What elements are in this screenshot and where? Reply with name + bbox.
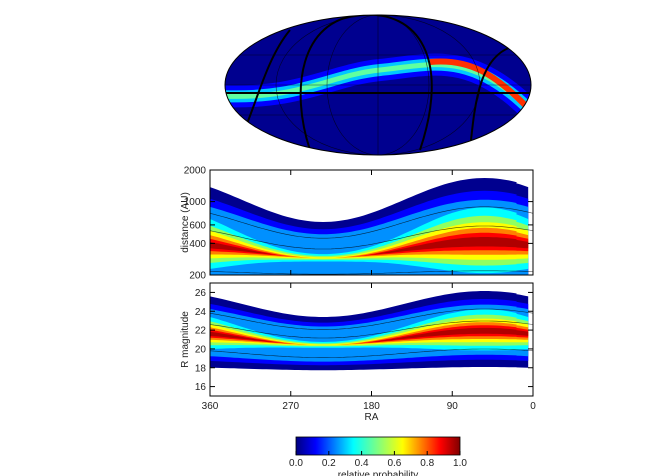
colorbar xyxy=(295,436,461,456)
y-tick-label: 400 xyxy=(189,239,206,250)
y-tick-label: 22 xyxy=(195,326,207,337)
y-tick-label: 1000 xyxy=(184,197,207,208)
density-band xyxy=(210,178,533,275)
x-tick-label: 180 xyxy=(363,401,380,412)
colorbar-tick-label: 0.8 xyxy=(420,458,434,469)
x-tick-label: 0 xyxy=(530,401,536,412)
y-tick-label: 18 xyxy=(195,363,207,374)
colorbar-tick-label: 0.2 xyxy=(322,458,336,469)
y-tick-label: 2000 xyxy=(184,166,207,177)
density-band xyxy=(210,291,533,371)
x-tick-label: 270 xyxy=(282,401,299,412)
colorbar-tick-label: 0.4 xyxy=(355,458,369,469)
density-layer xyxy=(210,237,529,258)
y-tick-label: 16 xyxy=(195,382,207,393)
colorbar-label: relative probability xyxy=(338,470,419,476)
y-tick-label: 20 xyxy=(195,344,207,355)
density-layer xyxy=(210,232,529,258)
colorbar-tick-label: 0.0 xyxy=(289,458,303,469)
contour xyxy=(210,308,533,330)
density-layer xyxy=(210,327,529,345)
colorbar-tick-label: 1.0 xyxy=(453,458,467,469)
y-tick-label: 24 xyxy=(195,307,207,318)
contour xyxy=(210,225,533,250)
x-tick-label: 90 xyxy=(447,401,459,412)
colorbar-tick-label: 0.6 xyxy=(387,458,401,469)
sky-map xyxy=(224,14,532,156)
contour xyxy=(210,206,533,239)
x-axis-label: RA xyxy=(365,412,379,423)
y-tick-label: 200 xyxy=(189,271,206,282)
x-tick-label: 360 xyxy=(202,401,219,412)
contour xyxy=(210,320,533,339)
y-tick-label: 600 xyxy=(189,220,206,231)
y-axis-label: distance (AU) xyxy=(180,192,191,253)
y-axis-label: R magnitude xyxy=(180,311,191,368)
y-tick-label: 26 xyxy=(195,288,207,299)
contour xyxy=(210,348,533,358)
